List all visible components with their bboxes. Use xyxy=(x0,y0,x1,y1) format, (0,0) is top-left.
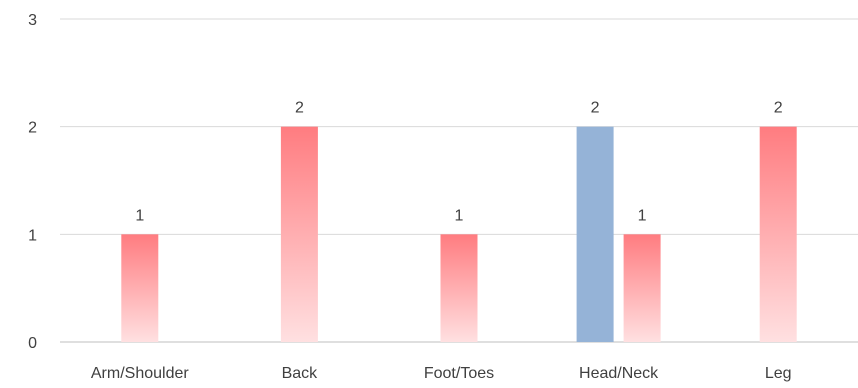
y-tick-label: 1 xyxy=(28,227,37,244)
data-label: 2 xyxy=(591,100,600,117)
data-label: 2 xyxy=(774,100,783,117)
bar xyxy=(280,126,318,343)
data-label: 1 xyxy=(135,207,144,224)
x-tick-label: Arm/Shoulder xyxy=(91,365,189,382)
bar xyxy=(623,234,661,342)
bar xyxy=(440,234,478,342)
bars: 1 2 1 2 1 2 xyxy=(121,100,797,343)
y-tick-label: 3 xyxy=(28,12,37,29)
y-axis: 0 1 2 3 xyxy=(28,12,37,352)
x-tick-label: Foot/Toes xyxy=(424,365,494,382)
x-tick-label: Head/Neck xyxy=(579,365,659,382)
data-label: 1 xyxy=(638,207,647,224)
x-tick-label: Back xyxy=(282,365,319,382)
x-axis: Arm/Shoulder Back Foot/Toes Head/Neck Leg xyxy=(91,365,792,382)
bar xyxy=(576,126,614,343)
data-label: 1 xyxy=(455,207,464,224)
y-tick-label: 0 xyxy=(28,335,37,352)
y-tick-label: 2 xyxy=(28,120,37,137)
bar xyxy=(759,126,797,343)
data-label: 2 xyxy=(295,100,304,117)
bar xyxy=(121,234,159,342)
x-tick-label: Leg xyxy=(765,365,792,382)
